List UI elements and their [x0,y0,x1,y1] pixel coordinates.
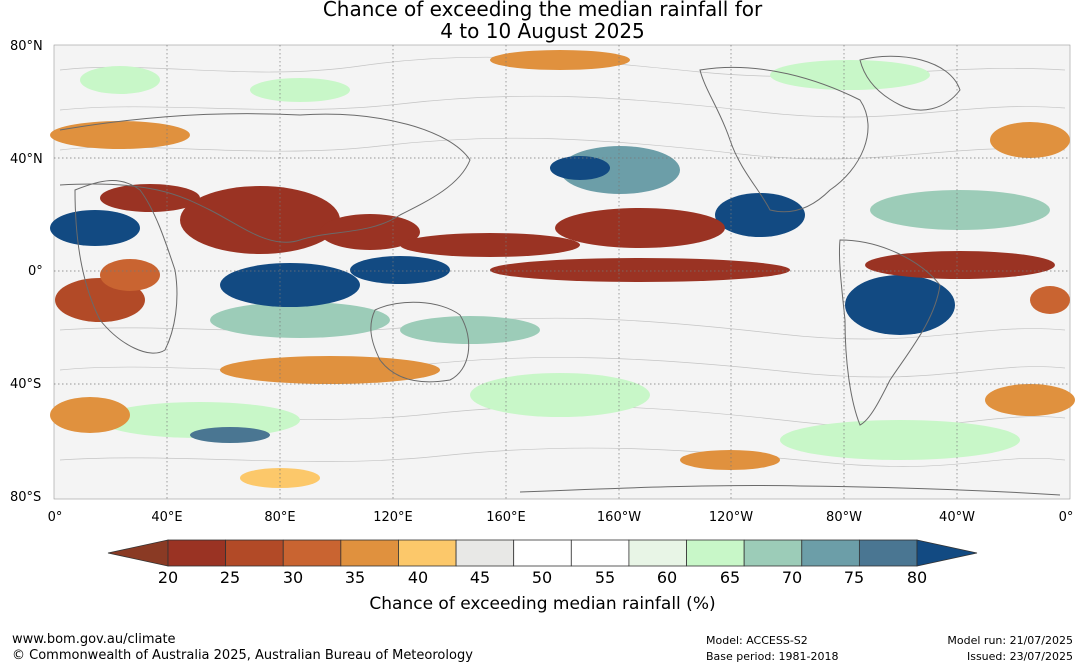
colorbar-segment [282,539,342,567]
colorbar-tick: 55 [594,568,616,587]
lon-label-0-east: 0° [1058,510,1074,525]
colorbar-tick: 20 [157,568,179,587]
colorbar-segment [513,539,572,567]
colorbar-segment [340,539,399,567]
colorbar-segment [398,539,457,567]
colorbar-segment [570,539,630,567]
colorbar-tick: 80 [906,568,928,587]
colorbar-tick: 65 [719,568,741,587]
colorbar-tick: 50 [531,568,553,587]
coastlines [59,55,1061,496]
colorbar-tick: 25 [219,568,241,587]
map-title-line2: 4 to 10 August 2025 [440,19,645,43]
map-title-line1: Chance of exceeding the median rainfall … [322,0,763,21]
lon-label-80e: 80°E [264,510,296,525]
colorbar-segment [455,539,515,567]
copyright-text: © Commonwealth of Australia 2025, Austra… [12,648,473,663]
colorbar-tick: 45 [469,568,491,587]
model-run-date: Model run: 21/07/2025 [947,634,1073,647]
colorbar-low-arrow [107,539,169,567]
colorbar-tick: 75 [843,568,865,587]
lat-label-80s: 80°S [10,490,42,505]
lon-label-120w: 120°W [708,510,754,525]
lon-label-120e: 120°E [373,510,413,525]
colorbar-segment [225,539,284,567]
lat-label-0: 0° [28,264,43,279]
colorbar-tick: 70 [781,568,803,587]
lon-label-40e: 40°E [151,510,183,525]
lon-label-160e: 160°E [486,510,526,525]
lat-label-40n: 40°N [10,152,43,167]
colorbar-segments [167,539,918,567]
positive-anomaly-areas [50,60,1050,460]
lat-label-80n: 80°N [10,39,43,54]
colorbar-high-arrow [916,539,978,567]
colorbar-tick: 35 [344,568,366,587]
colorbar-tick: 30 [282,568,304,587]
colorbar-segment [628,539,687,567]
lon-label-0: 0° [47,510,63,525]
colorbar-segment [167,539,227,567]
negative-anomaly-areas [50,50,1075,488]
colorbar-segment [743,539,803,567]
colorbar-label: Chance of exceeding median rainfall (%) [369,594,716,614]
colorbar-segment [858,539,918,567]
colorbar-segment [801,539,860,567]
model-name: Model: ACCESS-S2 [706,634,808,647]
lon-label-40w: 40°W [939,510,975,525]
colorbar-tick: 60 [656,568,678,587]
lon-label-160w: 160°W [596,510,642,525]
colorbar-tick: 40 [407,568,429,587]
lat-label-40s: 40°S [10,377,42,392]
graticule [54,45,1070,499]
issued-date: Issued: 23/07/2025 [966,650,1073,663]
colorbar-segment [686,539,745,567]
website-link[interactable]: www.bom.gov.au/climate [12,632,176,647]
lon-label-80w: 80°W [826,510,862,525]
base-period: Base period: 1981-2018 [706,650,839,663]
